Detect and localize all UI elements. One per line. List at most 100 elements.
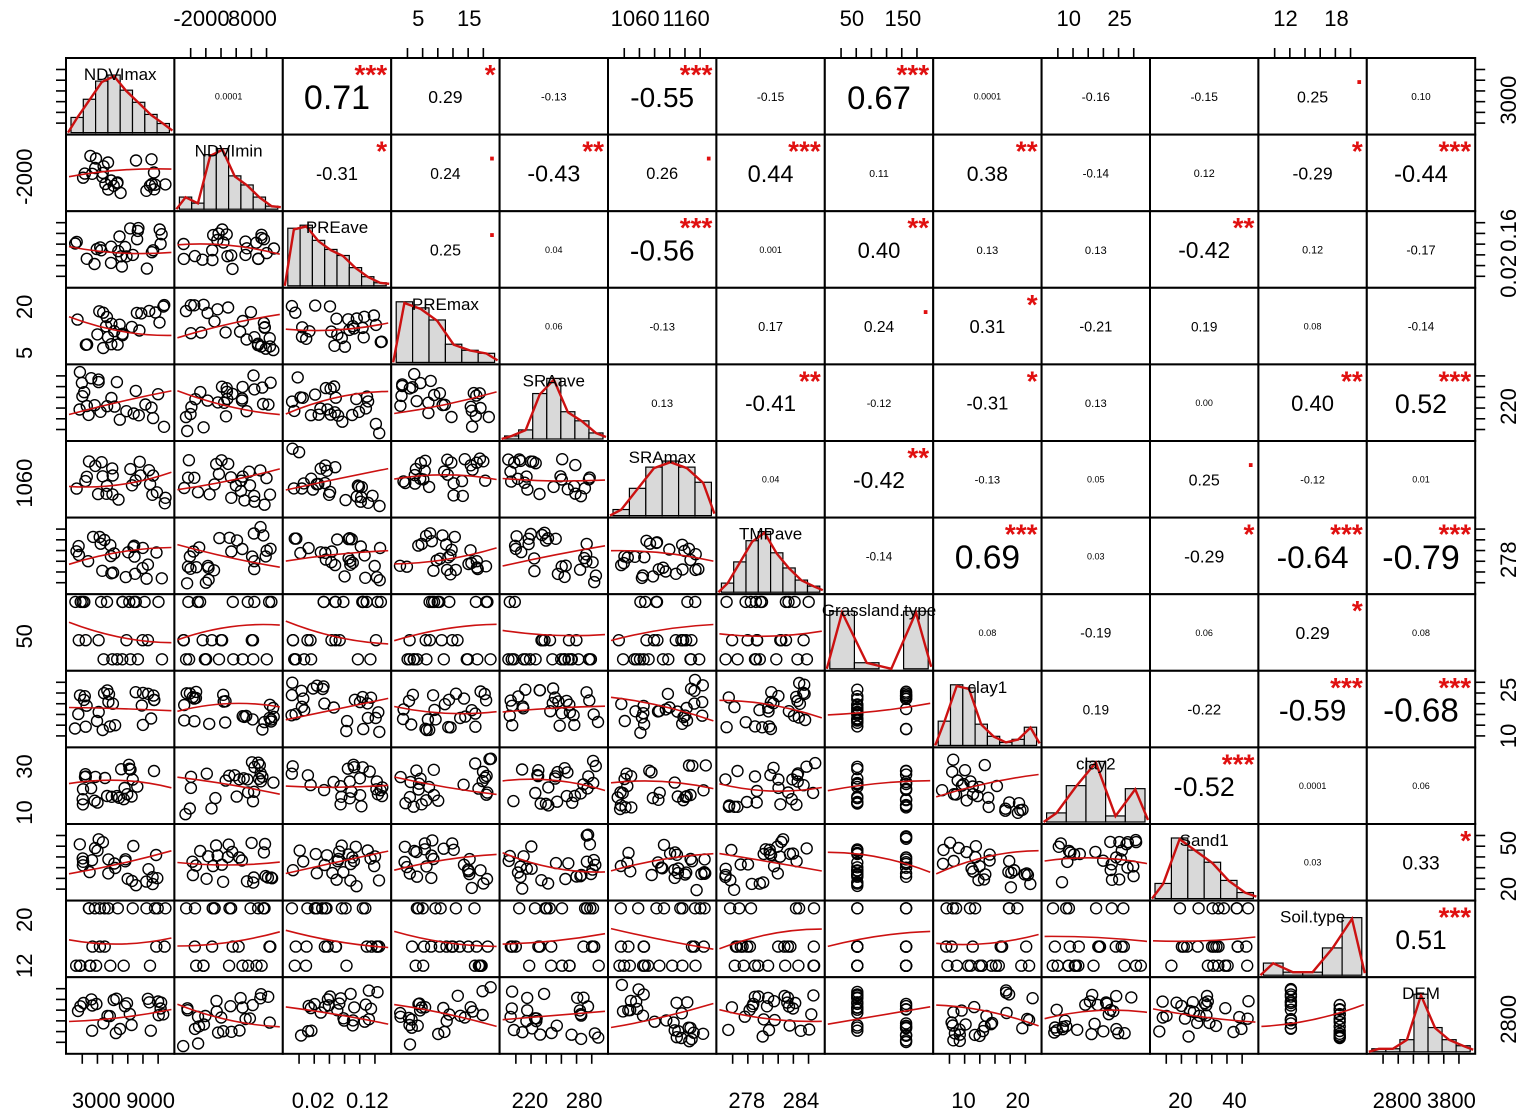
top-tick-label: 25 [1107, 6, 1131, 31]
scatter-point [359, 902, 372, 915]
histogram-bar [311, 239, 326, 287]
correlation-value: 0.05 [1087, 475, 1105, 485]
top-tick-label: -2000 [173, 6, 229, 31]
smooth-line [394, 391, 497, 415]
scatter-point [731, 800, 744, 813]
panel-frame-1-3 [390, 133, 501, 213]
panel-frame-6-12 [1365, 516, 1477, 596]
scatter-point [246, 876, 260, 889]
scatter-point [752, 959, 765, 972]
scatter-point [140, 572, 153, 585]
scatter-point [236, 1001, 249, 1014]
scatter-point [529, 653, 542, 666]
right-tick-label: 220 [1496, 388, 1521, 425]
panel-frame-5-10 [1149, 440, 1260, 519]
scatter-point [1002, 902, 1016, 915]
scatter-point [210, 994, 223, 1008]
scatter-point [434, 902, 447, 915]
scatter-point [451, 634, 464, 647]
scatter-point [575, 868, 588, 882]
smooth-line [827, 1006, 931, 1025]
scatter-point [241, 786, 255, 799]
scatter-point [1227, 1025, 1240, 1039]
scatter-point [484, 752, 498, 765]
significance-stars: *** [354, 59, 387, 90]
scatter-point [684, 553, 697, 567]
scatter-point [358, 1015, 371, 1028]
scatter-point [640, 534, 653, 547]
scatter-point [418, 464, 431, 477]
scatter-point [105, 338, 118, 351]
panel-frame-3-0 [65, 286, 176, 366]
scatter-point [346, 1014, 360, 1027]
scatter-point [72, 634, 86, 647]
scatter-point [212, 653, 226, 666]
scatter-point [89, 152, 103, 165]
smooth-line [68, 546, 172, 566]
histogram-bar [1219, 879, 1238, 900]
scatter-point [257, 846, 271, 859]
scatter-point [650, 902, 663, 915]
smooth-line [285, 549, 389, 562]
scatter-point [571, 991, 584, 1004]
scatter-point [416, 902, 429, 915]
correlation-value: 0.29 [1295, 623, 1329, 643]
scatter-point [110, 375, 124, 389]
scatter-point [308, 997, 321, 1011]
scatter-point [69, 595, 82, 609]
scatter-point [360, 595, 373, 609]
scatter-point [320, 849, 334, 862]
scatter-point [548, 691, 562, 704]
scatter-point [470, 456, 483, 469]
correlation-value: -0.14 [866, 550, 893, 563]
scatter-point [521, 991, 534, 1005]
significance-stars: *** [680, 59, 713, 90]
scatter-point [469, 757, 482, 770]
scatter-point [410, 902, 424, 915]
scatter-point [233, 1024, 246, 1037]
scatter-point [479, 560, 493, 573]
scatter-point [245, 634, 259, 647]
scatter-point [1048, 940, 1062, 953]
scatter-point [577, 940, 590, 953]
correlation-value: -0.59 [1279, 694, 1346, 727]
scatter-point [985, 1016, 999, 1030]
scatter-point [248, 595, 261, 609]
smooth-line [610, 1002, 714, 1029]
scatter-point [191, 1037, 205, 1050]
smooth-line [285, 322, 389, 332]
significance-stars: ** [1233, 212, 1255, 243]
density-curve [825, 608, 933, 671]
scatter-point [476, 985, 489, 998]
scatter-point [285, 688, 299, 702]
smooth-line [610, 852, 714, 872]
scatter-point [569, 458, 582, 472]
scatter-point [1113, 835, 1126, 849]
scatter-point [899, 853, 913, 866]
scatter-point [1000, 1006, 1013, 1020]
scatter-point [394, 399, 407, 412]
scatter-point [403, 1038, 417, 1051]
scatter-point [100, 487, 113, 500]
scatter-point [992, 959, 1005, 972]
scatter-point [410, 845, 423, 859]
variable-label: PREmax [412, 295, 480, 314]
smooth-line [610, 927, 714, 950]
panel-frame-5-9 [1040, 440, 1151, 519]
left-tick-label: 1060 [12, 459, 37, 508]
scatter-point [1002, 988, 1016, 1001]
scatter-point [94, 537, 107, 550]
scatter-point [325, 634, 338, 647]
scatter-point [146, 871, 159, 884]
scatter-point [189, 959, 203, 972]
scatter-point [692, 562, 705, 576]
matrix-cells: 0.0001 0.71***0.29*-0.13 -0.55***-0.15 0.67… [65, 57, 1477, 1055]
scatter-point [465, 420, 479, 433]
scatter-point [694, 902, 707, 915]
scatter-point [186, 855, 199, 868]
scatter-point [477, 877, 490, 890]
smooth-line [68, 471, 172, 488]
scatter-point [157, 300, 170, 313]
panel-frame-2-11 [1257, 210, 1368, 289]
scatter-point [445, 410, 458, 424]
